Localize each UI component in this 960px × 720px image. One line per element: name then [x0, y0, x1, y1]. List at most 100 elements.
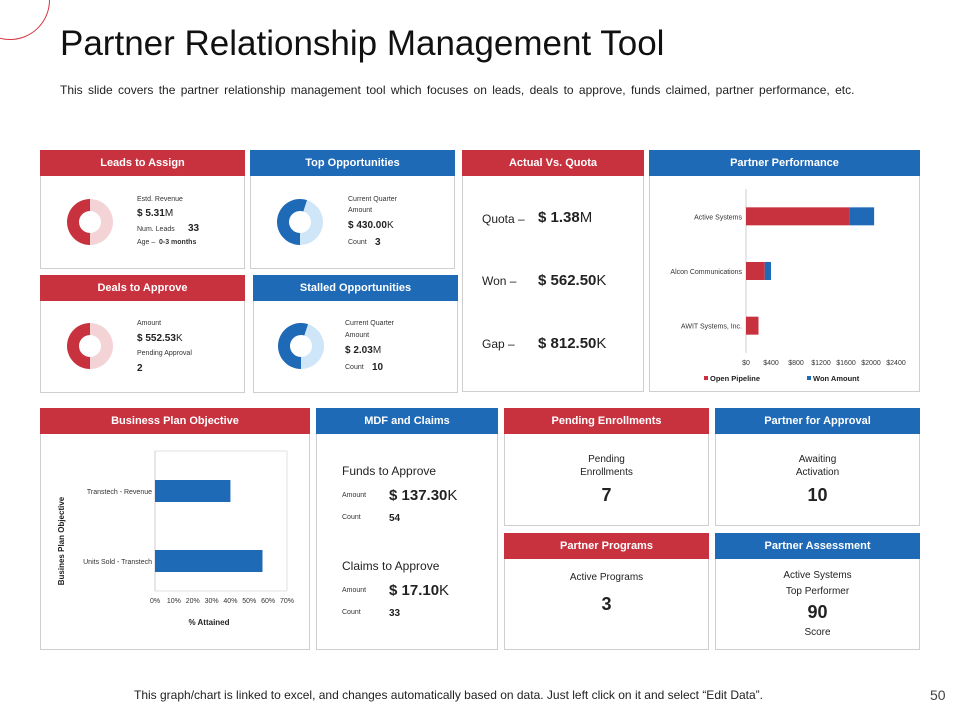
page-number: 50 — [930, 687, 946, 703]
quota-card: Actual Vs. Quota Quota – $ 1.38M Won – $… — [462, 150, 644, 392]
bpo-header: Business Plan Objective — [40, 408, 310, 434]
funds-count-value: 54 — [389, 513, 401, 524]
stalled-donut — [278, 323, 324, 369]
top-opps-cq-label: Current Quarter — [348, 196, 398, 203]
leads-card: Leads to Assign Estd. Revenue $ 5.31M Nu… — [40, 150, 245, 269]
x-tick-label: $2400 — [886, 360, 906, 367]
pending-enroll-header: Pending Enrollments — [504, 408, 709, 434]
bar — [155, 480, 231, 502]
bar-open-pipeline — [746, 262, 765, 280]
partner-programs-value: 3 — [601, 594, 612, 614]
stalled-count-value: 10 — [372, 362, 384, 373]
leads-donut — [67, 199, 113, 245]
deals-pending-label: Pending Approval — [137, 350, 192, 357]
donut-slice — [278, 323, 309, 369]
quota-header: Actual Vs. Quota — [462, 150, 644, 176]
deals-amount-label: Amount — [137, 320, 162, 327]
donut-slice — [277, 199, 308, 245]
stalled-count-label: Count — [345, 364, 364, 371]
leads-age-value: 0-3 months — [159, 239, 197, 246]
x-tick-label: $800 — [788, 360, 804, 367]
leads-rev-value: $ 5.31M — [137, 208, 174, 219]
quota-value: $ 1.38M — [538, 209, 593, 226]
bar-open-pipeline — [746, 207, 850, 226]
partner-approval-value: 10 — [807, 485, 828, 505]
funds-count-label: Count — [342, 514, 361, 521]
bar-won-amount — [849, 207, 875, 226]
donut-slice — [301, 324, 324, 369]
partner-perf-chart: Active Systems Alcon Communications AWIT S… — [670, 189, 906, 383]
leads-rev-label: Estd. Revenue — [137, 196, 183, 203]
mdf-card: MDF and Claims Funds to Approve Amount $… — [316, 408, 498, 650]
top-opps-count-value: 3 — [375, 237, 381, 248]
partner-programs-header: Partner Programs — [504, 533, 709, 559]
funds-title: Funds to Approve — [342, 464, 437, 478]
x-tick-label: 10% — [167, 598, 181, 605]
top-opps-amount-label: Amount — [348, 207, 373, 214]
x-tick-label: $2000 — [861, 360, 881, 367]
partner-approval-line2: Activation — [795, 467, 840, 478]
top-opps-donut — [277, 199, 323, 245]
x-tick-label: $1600 — [836, 360, 856, 367]
donut-slice — [67, 199, 90, 245]
bpo-card: Business Plan Objective Transtech - Reve… — [40, 408, 310, 650]
deals-header: Deals to Approve — [40, 275, 245, 301]
page-subtitle: This slide covers the partner relationsh… — [60, 83, 855, 97]
partner-assess-value: 90 — [807, 602, 828, 622]
x-tick-label: 50% — [242, 598, 256, 605]
gap-label: Gap – — [482, 337, 515, 351]
claims-count-value: 33 — [389, 608, 401, 619]
category-label: Transtech - Revenue — [87, 489, 152, 496]
legend-swatch-won-amount — [807, 376, 811, 380]
deals-card: Deals to Approve Amount $ 552.53K Pendin… — [40, 275, 245, 393]
x-axis-title: % Attained — [188, 618, 229, 627]
legend-swatch-open-pipeline — [704, 376, 708, 380]
stalled-amount-label: Amount — [345, 332, 370, 339]
x-tick-label: $400 — [763, 360, 779, 367]
partner-assess-line3: Score — [804, 627, 831, 638]
partner-assess-line1: Active Systems — [783, 570, 852, 581]
stalled-card: Stalled Opportunities Current Quarter Am… — [253, 275, 458, 393]
category-label: Active Systems — [694, 214, 742, 221]
bar — [155, 550, 263, 572]
bar-open-pipeline — [746, 316, 759, 335]
x-tick-label: 20% — [186, 598, 200, 605]
quota-label: Quota – — [482, 212, 525, 226]
partner-programs-card: Partner Programs Active Programs 3 — [504, 533, 709, 650]
stalled-amount-value: $ 2.03M — [345, 345, 382, 356]
deals-donut — [67, 323, 113, 369]
gap-value: $ 812.50K — [538, 335, 607, 352]
x-tick-label: 60% — [261, 598, 275, 605]
claims-amount-value: $ 17.10K — [389, 582, 450, 599]
stalled-cq-label: Current Quarter — [345, 320, 395, 327]
partner-assess-line2: Top Performer — [785, 586, 850, 597]
x-tick-label: 70% — [280, 598, 294, 605]
partner-perf-header: Partner Performance — [649, 150, 920, 176]
donut-slice — [300, 200, 323, 245]
won-label: Won – — [482, 274, 517, 288]
leads-header: Leads to Assign — [40, 150, 245, 176]
deals-amount-value: $ 552.53K — [137, 333, 183, 344]
partner-assess-header: Partner Assessment — [715, 533, 920, 559]
category-label: Alcon Communications — [670, 269, 742, 276]
donut-slice — [67, 323, 90, 369]
leads-num-value: 33 — [188, 223, 200, 234]
funds-amount-label: Amount — [342, 492, 367, 499]
partner-assess-card: Partner Assessment Active Systems Top Pe… — [715, 533, 920, 650]
partner-perf-card: Partner Performance Active Systems Alcon … — [649, 150, 920, 392]
x-tick-label: $0 — [742, 360, 750, 367]
x-tick-label: 40% — [223, 598, 237, 605]
partner-programs-line1: Active Programs — [569, 572, 644, 583]
donut-slice — [90, 199, 113, 245]
claims-title: Claims to Approve — [342, 559, 440, 573]
decorative-circle — [0, 0, 50, 40]
deals-pending-value: 2 — [137, 363, 143, 374]
pending-enroll-line1: Pending — [588, 454, 625, 465]
category-label: AWIT Systems, Inc. — [681, 324, 742, 331]
mdf-header: MDF and Claims — [316, 408, 498, 434]
funds-amount-value: $ 137.30K — [389, 487, 458, 504]
claims-amount-label: Amount — [342, 587, 367, 594]
x-tick-label: $1200 — [811, 360, 831, 367]
page-title: Partner Relationship Management Tool — [60, 24, 665, 63]
x-tick-label: 30% — [205, 598, 219, 605]
